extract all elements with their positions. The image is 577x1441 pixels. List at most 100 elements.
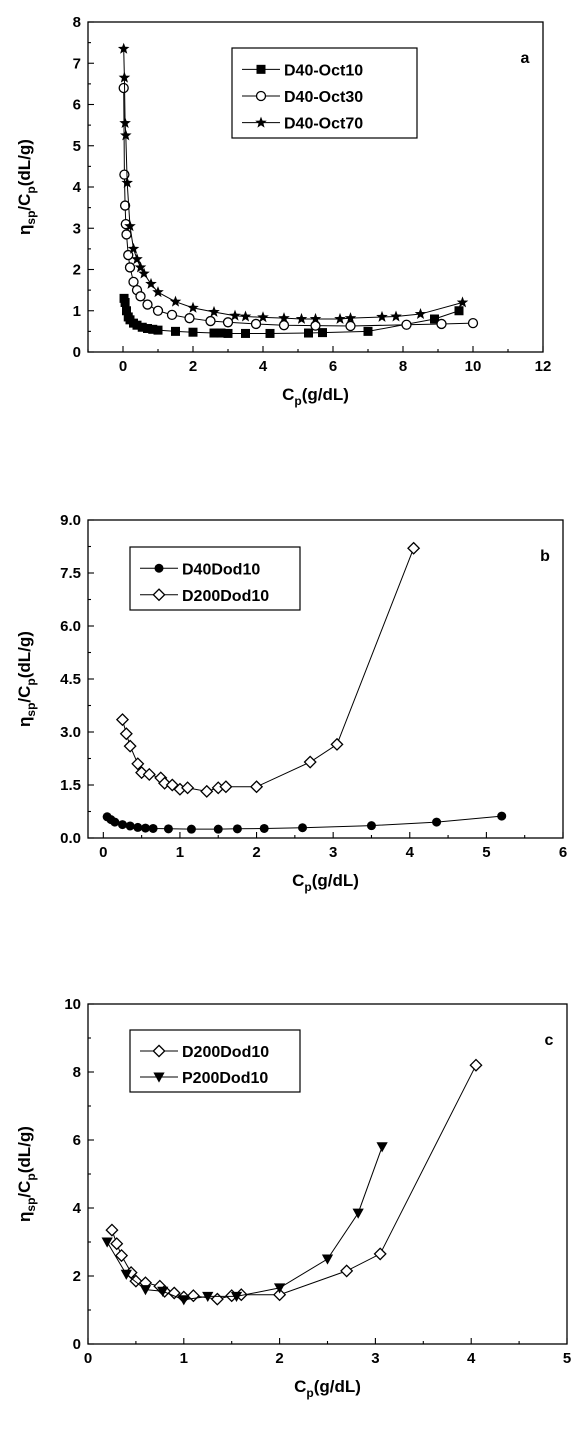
data-point [133, 822, 143, 832]
data-point [373, 1247, 387, 1261]
x-tick-label: 1 [180, 1350, 188, 1367]
y-tick-label: 10 [64, 996, 81, 1013]
data-point [414, 307, 427, 319]
panel-label: a [521, 50, 530, 67]
x-tick-label: 3 [371, 1350, 379, 1367]
y-tick-label: 6 [73, 1132, 81, 1149]
data-point [432, 817, 442, 827]
x-tick-label: 3 [329, 844, 337, 861]
legend-marker [152, 1044, 166, 1058]
x-axis-label: Cp(g/dL) [294, 1377, 361, 1400]
legend-marker [152, 588, 166, 602]
x-tick-label: 12 [535, 358, 552, 375]
data-point [309, 312, 322, 324]
data-point [259, 823, 269, 833]
data-point [213, 824, 223, 834]
data-point [122, 306, 131, 316]
data-point [134, 261, 147, 273]
data-point [202, 1291, 214, 1303]
data-point [131, 253, 143, 265]
data-point [166, 309, 178, 321]
series-D40-Oct70 [117, 42, 469, 324]
data-point [205, 315, 216, 327]
data-point [153, 325, 163, 335]
data-point [124, 220, 136, 232]
y-axis-label: ηsp/Cp(dL/g) [15, 1126, 38, 1222]
data-point [169, 295, 182, 307]
data-point [121, 229, 132, 240]
data-point [118, 82, 129, 94]
chart-panel-b: 0 1 2 3 4 5 6 0.0 1.5 3.0 4.5 6.0 7.5 9.0 Cp(g/dL) ηsp/… [15, 512, 567, 894]
data-point [407, 541, 421, 555]
data-point [120, 129, 132, 141]
y-tick-label: 8 [73, 14, 81, 31]
data-point [152, 286, 164, 298]
series-D40-Oct10 [119, 293, 464, 338]
x-tick-label: 0 [99, 844, 107, 861]
data-point [186, 824, 196, 834]
legend-label: D40-Oct70 [284, 116, 363, 133]
data-point [304, 328, 313, 338]
series-line [111, 1064, 477, 1300]
series-line [106, 1146, 383, 1301]
data-point [125, 821, 135, 831]
data-point [334, 312, 346, 324]
data-point [120, 298, 130, 307]
data-point [210, 1292, 224, 1306]
data-point [171, 326, 180, 336]
data-point [250, 318, 262, 330]
data-point [145, 277, 157, 289]
y-tick-label: 3.0 [60, 724, 81, 741]
y-tick-label: 6.0 [60, 618, 81, 635]
data-point [352, 1208, 364, 1219]
data-point [118, 71, 131, 83]
series-D200Dod10 [115, 541, 421, 798]
x-tick-label: 5 [563, 1350, 571, 1367]
data-point [219, 780, 233, 794]
data-point [117, 820, 127, 830]
data-point [430, 314, 439, 324]
data-point [139, 1285, 152, 1296]
data-point [132, 320, 142, 330]
y-tick-label: 2 [73, 1268, 81, 1285]
legend-label: P200Dod10 [182, 1070, 268, 1087]
data-point [186, 1289, 200, 1303]
data-point [114, 1249, 129, 1263]
data-point [232, 824, 242, 834]
data-point [157, 1286, 169, 1297]
data-point [105, 1223, 119, 1237]
y-tick-label: 0.0 [60, 830, 81, 847]
data-point [241, 328, 250, 338]
legend-label: D200Dod10 [182, 1044, 269, 1061]
x-tick-label: 6 [329, 358, 337, 375]
legend-marker [154, 563, 164, 573]
legend-marker [256, 64, 266, 74]
data-point [366, 821, 376, 831]
data-point [344, 312, 357, 324]
data-point [223, 328, 233, 338]
data-point [137, 322, 147, 332]
data-point [167, 1286, 181, 1300]
y-tick-label: 0 [73, 344, 81, 361]
y-axis-label: ηsp/Cp(dL/g) [15, 631, 38, 727]
data-point [229, 309, 241, 321]
x-tick-label: 6 [559, 844, 567, 861]
data-point [138, 267, 150, 279]
legend-box [129, 1029, 301, 1093]
data-point [222, 317, 234, 328]
data-point [188, 327, 198, 337]
data-point [363, 326, 373, 336]
legend-marker [255, 116, 267, 128]
data-point [273, 1283, 286, 1294]
data-point [163, 824, 173, 834]
x-tick-label: 1 [176, 844, 184, 861]
series-D40-Oct30 [118, 82, 479, 332]
y-tick-label: 6 [73, 97, 81, 114]
data-point [321, 1254, 334, 1265]
y-tick-label: 1.5 [60, 777, 81, 794]
panel-label: c [545, 1032, 554, 1049]
data-point [120, 1269, 132, 1280]
data-point [265, 328, 275, 338]
series-D40Dod10 [102, 811, 507, 834]
